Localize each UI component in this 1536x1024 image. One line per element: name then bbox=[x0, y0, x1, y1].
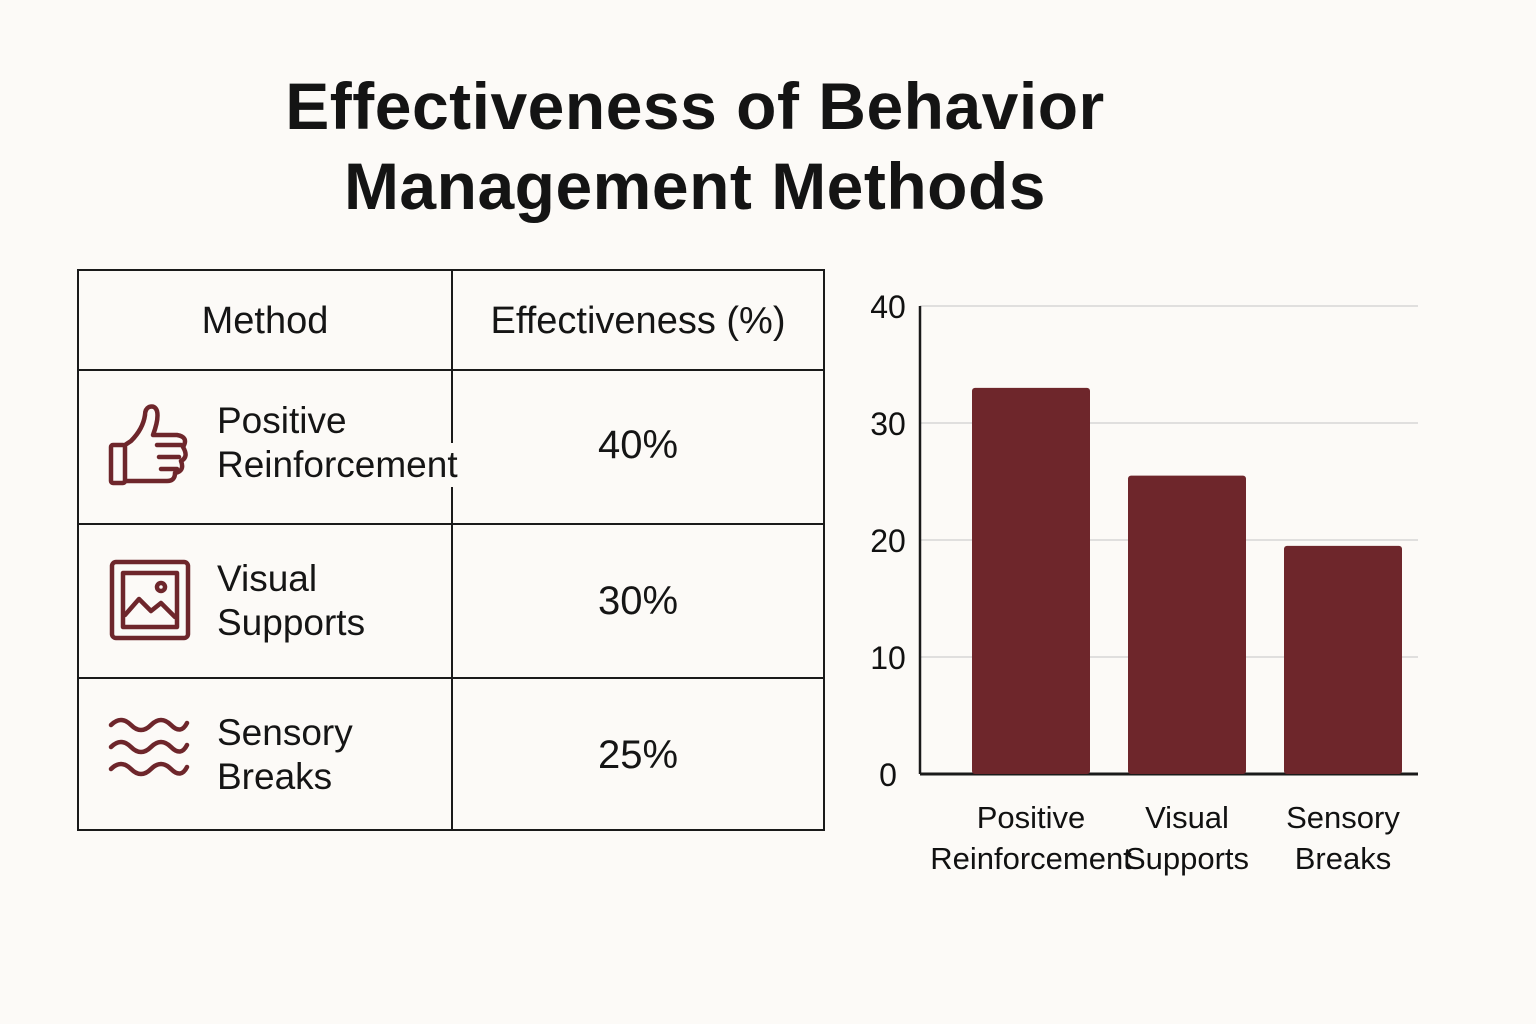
y-tick-label: 10 bbox=[870, 640, 906, 676]
picture-frame-icon bbox=[109, 559, 191, 641]
effectiveness-value: 40% bbox=[597, 423, 679, 467]
y-tick-label: 40 bbox=[870, 289, 906, 325]
method-name-line-2: Breaks bbox=[217, 756, 333, 797]
table-column-divider bbox=[451, 271, 453, 829]
table-row-divider bbox=[79, 369, 823, 371]
header-effectiveness: Effectiveness (%) bbox=[490, 300, 786, 342]
x-tick-label: Visual bbox=[1145, 800, 1229, 835]
method-name-line-2: Reinforcement bbox=[217, 443, 462, 487]
x-tick-label: Supports bbox=[1125, 841, 1249, 876]
title-line-1: Effectiveness of Behavior bbox=[285, 69, 1105, 143]
table-row-divider bbox=[79, 523, 823, 525]
y-tick-label: 20 bbox=[870, 523, 906, 559]
method-name-line-1: Sensory bbox=[217, 712, 353, 753]
x-tick-label: Reinforcement bbox=[930, 841, 1132, 876]
chart-title: Effectiveness of Behavior Management Met… bbox=[240, 66, 1150, 226]
title-line-2: Management Methods bbox=[343, 149, 1047, 223]
thumbs-up-icon bbox=[108, 404, 188, 486]
effectiveness-value: 30% bbox=[597, 579, 679, 623]
header-method: Method bbox=[201, 300, 329, 342]
bar-chart-svg: 0 10 20 30 40 Positive Reinforcement Visual Supp… bbox=[870, 289, 1418, 876]
y-tick-label: 30 bbox=[870, 406, 906, 442]
x-tick-label: Positive bbox=[977, 800, 1086, 835]
bar-chart: 0 10 20 30 40 Positive Reinforcement Visual Supp… bbox=[850, 280, 1490, 900]
method-name-line-1: Visual bbox=[217, 558, 318, 599]
effectiveness-table: Method Effectiveness (%) Positive Reinfo… bbox=[77, 269, 825, 831]
bar bbox=[972, 387, 1090, 774]
bar bbox=[1128, 475, 1246, 774]
x-tick-label: Breaks bbox=[1295, 841, 1391, 876]
effectiveness-value: 25% bbox=[597, 733, 679, 777]
method-name-line-2: Supports bbox=[217, 602, 366, 643]
waves-icon bbox=[108, 717, 190, 777]
table-row-divider bbox=[79, 677, 823, 679]
bar bbox=[1284, 545, 1402, 774]
method-name-line-1: Positive bbox=[217, 400, 347, 441]
y-tick-label: 0 bbox=[879, 757, 897, 793]
x-tick-label: Sensory bbox=[1286, 800, 1400, 835]
